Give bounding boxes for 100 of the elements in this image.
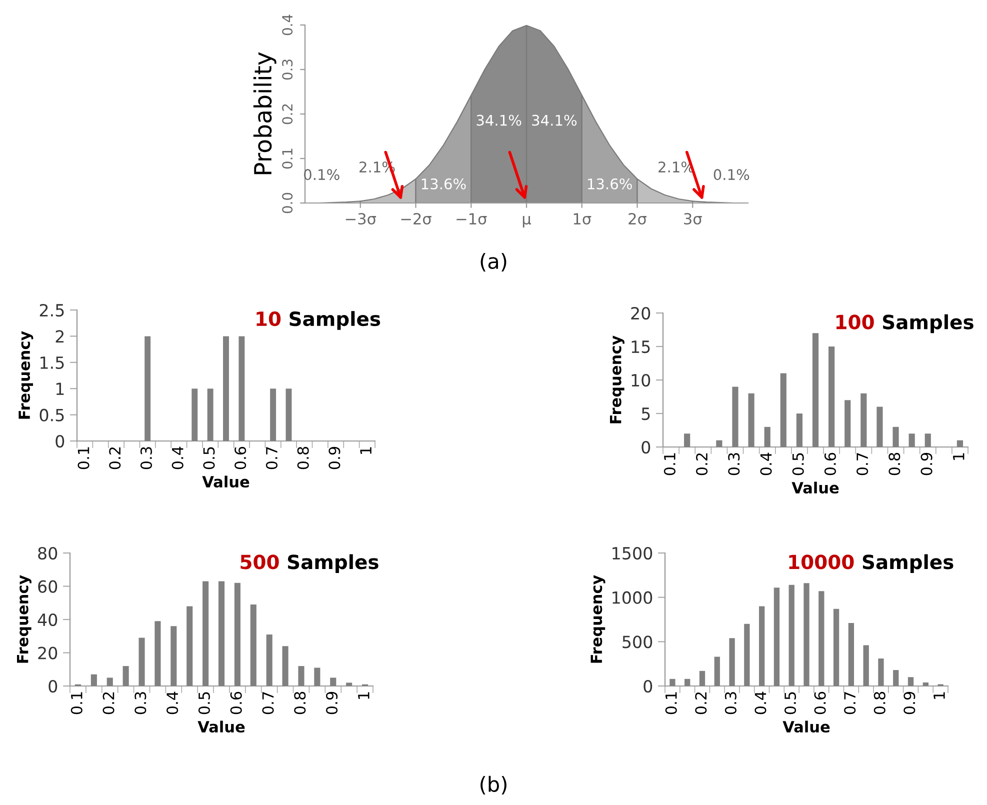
bar bbox=[234, 582, 240, 686]
bar bbox=[818, 591, 824, 686]
x-tick-label: 1 bbox=[953, 453, 964, 460]
bar bbox=[346, 682, 352, 686]
bar bbox=[908, 434, 915, 447]
x-tick-label: −3σ bbox=[346, 212, 376, 225]
y-tick-label: 5 bbox=[642, 408, 650, 420]
y-axis-title: Probability bbox=[253, 52, 276, 174]
x-tick-label: 0.8 bbox=[888, 452, 900, 476]
x-tick-label: 1 bbox=[360, 447, 372, 454]
y-tick-label: 0.3 bbox=[282, 60, 293, 80]
x-tick-label: 0.4 bbox=[172, 446, 184, 470]
bar bbox=[922, 682, 928, 686]
x-tick-label: 0.9 bbox=[920, 452, 932, 476]
bar bbox=[844, 400, 851, 447]
y-axis-title: Frequency bbox=[610, 336, 624, 424]
y-tick-label: 2 bbox=[56, 330, 64, 343]
bar bbox=[90, 674, 97, 686]
bar bbox=[250, 604, 256, 686]
bar bbox=[729, 638, 735, 686]
bar bbox=[716, 440, 722, 447]
y-tick-label: 20 bbox=[631, 306, 650, 320]
x-tick-label: −2σ bbox=[401, 212, 432, 225]
y-axis-title: Frequency bbox=[590, 575, 606, 663]
y-tick-label: 0.5 bbox=[40, 408, 64, 422]
x-tick-label: 0.1 bbox=[70, 692, 82, 714]
x-tick-label: 3σ bbox=[684, 212, 702, 225]
bar bbox=[774, 588, 780, 686]
x-tick-label: 0.7 bbox=[844, 692, 856, 714]
y-tick-label: 10 bbox=[632, 374, 650, 387]
bar bbox=[282, 646, 288, 686]
x-tick-label: 0.2 bbox=[696, 453, 708, 476]
bar bbox=[812, 333, 819, 447]
y-tick-label: 0 bbox=[642, 440, 650, 454]
bar bbox=[780, 373, 786, 447]
bar bbox=[892, 426, 899, 447]
chart-title: 10000 Samples bbox=[789, 554, 954, 574]
y-tick-label: 15 bbox=[632, 340, 650, 354]
y-tick-label: 0 bbox=[56, 434, 64, 448]
y-axis-title: Frequency bbox=[16, 575, 32, 663]
bar bbox=[893, 670, 899, 686]
x-axis-title: Value bbox=[782, 720, 830, 733]
bar bbox=[956, 440, 964, 447]
x-tick-label: 0.4 bbox=[760, 452, 772, 476]
x-tick-label: 0.5 bbox=[198, 692, 210, 714]
y-tick-label: 0.0 bbox=[282, 192, 293, 214]
x-tick-label: 0.1 bbox=[78, 447, 90, 470]
bar bbox=[138, 638, 145, 686]
bar bbox=[684, 678, 690, 686]
bar bbox=[154, 621, 161, 686]
series-label: 0.1% bbox=[714, 169, 750, 180]
bar bbox=[266, 634, 272, 686]
x-tick-label: 1 bbox=[934, 692, 945, 699]
x-tick-label: 0.3 bbox=[140, 447, 152, 470]
series-label: 13.6% bbox=[422, 178, 466, 190]
bar bbox=[848, 623, 854, 686]
bar bbox=[744, 624, 750, 686]
bar bbox=[314, 668, 320, 686]
chart-title: 100 Samples bbox=[836, 314, 974, 334]
bar bbox=[202, 581, 209, 686]
bar bbox=[908, 677, 914, 686]
y-tick-label: 0.1 bbox=[282, 148, 293, 169]
y-tick-label: 2.5 bbox=[40, 304, 64, 317]
x-tick-label: 0.7 bbox=[262, 692, 274, 714]
y-tick-label: 0.2 bbox=[282, 104, 293, 124]
x-tick-label: 0.8 bbox=[874, 692, 886, 714]
text: (b) bbox=[480, 776, 506, 794]
bar bbox=[122, 666, 129, 686]
bar bbox=[863, 645, 869, 686]
x-tick-label: 0.5 bbox=[784, 692, 796, 714]
series-label: 34.1% bbox=[532, 114, 577, 126]
bar bbox=[106, 678, 113, 686]
bar bbox=[218, 581, 225, 686]
x-tick-label: 0.8 bbox=[297, 446, 309, 470]
chart-title: 500 Samples bbox=[240, 554, 378, 574]
x-tick-label: 0.3 bbox=[724, 692, 736, 714]
bar bbox=[170, 626, 177, 686]
y-tick-label: 80 bbox=[38, 546, 58, 560]
x-tick-label: 0.5 bbox=[792, 453, 804, 476]
x-tick-label: 0.9 bbox=[904, 692, 916, 714]
bar bbox=[298, 666, 304, 686]
bar bbox=[699, 670, 706, 686]
y-tick-label: 0 bbox=[48, 680, 58, 693]
x-tick-label: 0.3 bbox=[728, 453, 740, 476]
bar bbox=[924, 434, 931, 447]
x-tick-label: 2σ bbox=[628, 212, 647, 225]
y-tick-label: 500 bbox=[622, 636, 652, 648]
x-tick-label: −1σ bbox=[456, 213, 487, 225]
bar bbox=[833, 608, 840, 686]
bar bbox=[684, 434, 690, 447]
y-tick-label: 20 bbox=[38, 646, 58, 660]
x-tick-label: 0.7 bbox=[266, 447, 278, 470]
bar bbox=[330, 678, 336, 686]
x-tick-label: 0.2 bbox=[695, 692, 707, 714]
x-tick-label: μ bbox=[522, 216, 531, 228]
bar bbox=[714, 656, 720, 686]
x-axis-title: Value bbox=[792, 482, 839, 494]
bar bbox=[878, 658, 884, 686]
x-tick-label: 0.6 bbox=[824, 452, 836, 476]
x-tick-label: 0.2 bbox=[102, 692, 114, 714]
